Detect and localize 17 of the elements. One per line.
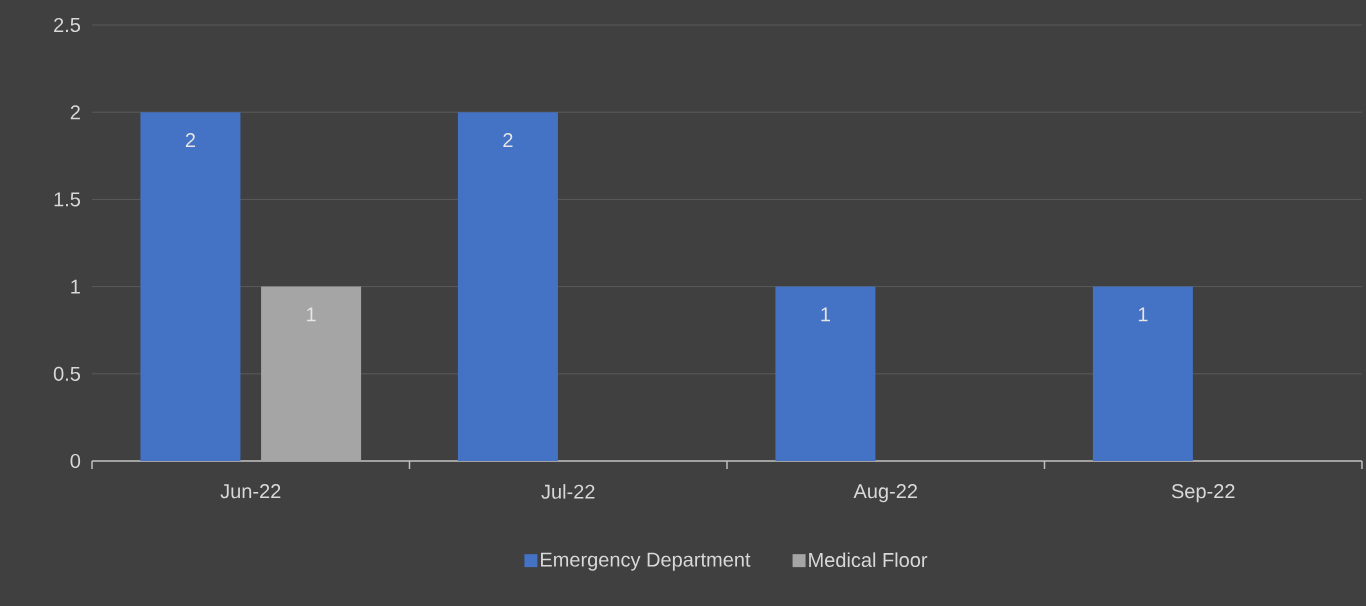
legend-label: Emergency Department	[541, 552, 751, 571]
y-tick-label: 0.5	[53, 366, 81, 381]
y-tick-label: 2	[70, 105, 80, 120]
x-tick-label: Aug-22	[853, 484, 917, 503]
y-tick-label: 2.5	[54, 17, 81, 33]
y-tick-label: 0	[70, 453, 81, 469]
data-label: 2	[503, 133, 513, 148]
data-label: 1	[1138, 307, 1148, 322]
data-label: 1	[821, 307, 830, 322]
x-tick-label: Jul-22	[541, 484, 595, 499]
data-label: 1	[307, 307, 316, 322]
x-tick-label: Sep-22	[1171, 484, 1235, 503]
y-tick-label: 1.5	[54, 192, 81, 207]
x-tick-label: Jun-22	[220, 484, 281, 499]
y-tick-label: 1	[71, 279, 80, 294]
data-label: 2	[185, 133, 195, 148]
legend-label: Medical Floor	[809, 552, 928, 568]
